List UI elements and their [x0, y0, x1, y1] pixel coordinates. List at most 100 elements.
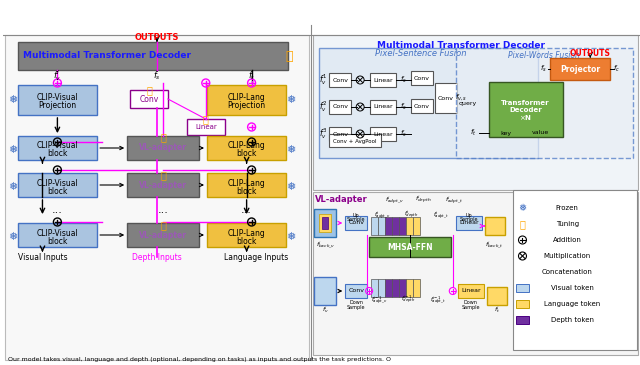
Text: 🔥: 🔥: [520, 219, 525, 229]
Text: block: block: [47, 187, 68, 196]
Text: $f^i_{adpt\_t}$: $f^i_{adpt\_t}$: [433, 209, 449, 221]
Text: Conv: Conv: [438, 96, 454, 100]
Text: Language token: Language token: [544, 301, 600, 307]
Bar: [378, 217, 385, 235]
Bar: [488, 82, 563, 137]
Bar: [17, 223, 97, 247]
Text: ❅: ❅: [8, 232, 17, 242]
Text: $f_s$: $f_s$: [540, 64, 547, 74]
Text: 🔥: 🔥: [160, 170, 166, 180]
Text: Conv: Conv: [140, 95, 159, 104]
Text: Pixel-Words Fusion: Pixel-Words Fusion: [508, 50, 580, 59]
Bar: [127, 173, 199, 197]
Bar: [392, 279, 399, 297]
Text: CLIP-Visual: CLIP-Visual: [36, 142, 78, 150]
Text: OUTPUTS: OUTPUTS: [570, 49, 611, 58]
Bar: [207, 173, 287, 197]
Bar: [370, 127, 396, 141]
Text: 🔥: 🔥: [160, 220, 166, 230]
Text: Sample: Sample: [460, 216, 478, 222]
Text: Conv: Conv: [332, 104, 348, 109]
Text: $\times$N: $\times$N: [519, 112, 532, 122]
Text: $f^{i-1}_{adpt\_t}$: $f^{i-1}_{adpt\_t}$: [430, 294, 445, 306]
Text: query: query: [459, 101, 477, 107]
Bar: [345, 284, 367, 298]
Text: CLIP-Lang: CLIP-Lang: [228, 228, 266, 238]
Text: Conv: Conv: [348, 220, 364, 226]
Text: Multiplication: Multiplication: [543, 253, 591, 259]
Bar: [345, 216, 367, 230]
Bar: [399, 279, 406, 297]
Text: block: block: [236, 187, 257, 196]
Text: 🔥: 🔥: [160, 132, 166, 142]
Text: $f^l_v$: $f^l_v$: [53, 69, 61, 84]
Text: value: value: [532, 131, 549, 135]
Text: CLIP-Lang: CLIP-Lang: [228, 178, 266, 188]
Bar: [515, 300, 529, 308]
Bar: [413, 279, 420, 297]
Bar: [513, 190, 637, 350]
Bar: [435, 83, 457, 113]
Text: Depth token: Depth token: [551, 317, 594, 323]
Bar: [550, 58, 610, 80]
Bar: [385, 217, 392, 235]
Bar: [406, 279, 413, 297]
Text: ...: ...: [241, 205, 252, 215]
Bar: [456, 216, 482, 230]
Bar: [4, 35, 309, 360]
Text: MHSA-FFN: MHSA-FFN: [387, 242, 433, 251]
Text: Linear: Linear: [373, 131, 393, 137]
Text: ❅: ❅: [285, 232, 295, 242]
Bar: [127, 136, 199, 160]
Bar: [371, 279, 378, 297]
Text: Conv: Conv: [332, 77, 348, 82]
Text: CLIP-Visual: CLIP-Visual: [36, 92, 78, 101]
Bar: [329, 127, 351, 141]
Bar: [17, 136, 97, 160]
Text: $f_t$: $f_t$: [470, 128, 477, 138]
Text: Frozen: Frozen: [556, 205, 579, 211]
Text: ...: ...: [52, 205, 63, 215]
Text: $f_s$: $f_s$: [399, 129, 406, 139]
Bar: [392, 217, 399, 235]
Bar: [130, 90, 168, 108]
Text: Down: Down: [349, 300, 363, 306]
Text: ❅: ❅: [285, 95, 295, 105]
Bar: [17, 85, 97, 115]
Text: OUTPUTS: OUTPUTS: [135, 32, 179, 42]
Bar: [319, 214, 332, 232]
Text: $f^i_{adpt\_v}$: $f^i_{adpt\_v}$: [385, 194, 403, 206]
Text: Up: Up: [465, 212, 472, 218]
Text: Visual token: Visual token: [551, 285, 594, 291]
Text: $f^i_{depth}$: $f^i_{depth}$: [404, 209, 418, 221]
Text: Linear: Linear: [195, 124, 217, 130]
Bar: [329, 100, 351, 114]
Bar: [329, 134, 381, 147]
Bar: [370, 73, 396, 87]
Text: Our model takes visual, language and depth (optional, depending on tasks) as inp: Our model takes visual, language and dep…: [8, 357, 390, 362]
Text: CLIP-Lang: CLIP-Lang: [228, 92, 266, 101]
Bar: [411, 71, 433, 85]
Text: 🔥: 🔥: [285, 50, 293, 62]
Text: Tuning: Tuning: [556, 221, 579, 227]
Text: ❅: ❅: [8, 145, 17, 155]
Text: Sample: Sample: [347, 216, 365, 222]
Bar: [207, 85, 287, 115]
Text: $f^1_v$: $f^1_v$: [319, 73, 328, 88]
Text: ❅: ❅: [285, 145, 295, 155]
Text: ❅: ❅: [8, 182, 17, 192]
Text: Linear: Linear: [461, 288, 481, 293]
Text: $f^i_{back\_v}$: $f^i_{back\_v}$: [316, 240, 335, 250]
Bar: [515, 316, 529, 324]
Text: $f^3_v$: $f^3_v$: [319, 127, 328, 142]
Text: block: block: [236, 150, 257, 158]
Bar: [314, 35, 638, 190]
Text: Sample: Sample: [347, 304, 365, 310]
Text: $f^i_v$: $f^i_v$: [322, 305, 329, 315]
Bar: [314, 277, 336, 305]
Text: ❅: ❅: [518, 203, 527, 213]
Text: $f^i_t$: $f^i_t$: [493, 305, 500, 315]
Bar: [515, 284, 529, 292]
Text: 🔥: 🔥: [203, 114, 209, 124]
Text: ❅: ❅: [285, 182, 295, 192]
